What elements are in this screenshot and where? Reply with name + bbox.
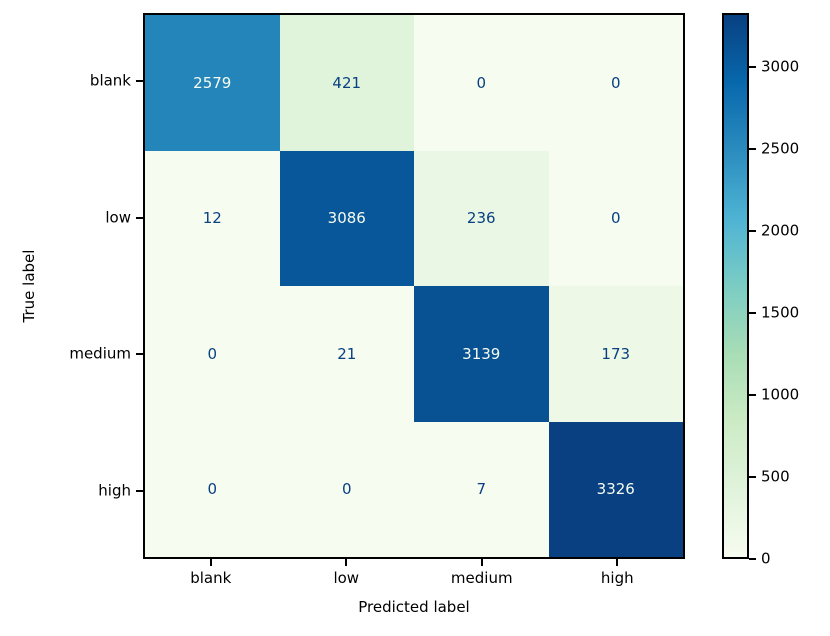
- heatmap-cell-blank-high: 0: [548, 15, 683, 151]
- heatmap-cell-high-low: 0: [279, 421, 414, 557]
- colorbar-tick-label-0: 0: [761, 549, 771, 568]
- colorbar-tick-label-3000: 3000: [761, 57, 800, 76]
- cell-value: 7: [476, 480, 487, 499]
- colorbar-tick-label-500: 500: [761, 467, 790, 486]
- colorbar-tick-label-2000: 2000: [761, 221, 800, 240]
- y-tick-label-blank: blank: [89, 71, 131, 90]
- colorbar-tick-mark: [749, 147, 756, 150]
- heatmap-grid: 2579 421 0 0 12 3086 236 0 0 21 3139 173 0 0 7 3326: [143, 13, 685, 559]
- colorbar-tick-mark: [749, 558, 756, 560]
- cell-value: 0: [207, 480, 218, 499]
- colorbar-tick-mark: [749, 311, 756, 314]
- colorbar-tick-mark: [749, 65, 756, 68]
- x-tick-label-blank: blank: [190, 569, 232, 587]
- heatmap-cell-low-blank: 12: [145, 150, 280, 286]
- x-tick-mark: [616, 559, 619, 566]
- cell-value: 2579: [193, 73, 232, 92]
- y-tick-label-low: low: [105, 208, 131, 227]
- cell-value: 3326: [596, 480, 635, 499]
- colorbar-tick-label-1500: 1500: [761, 303, 800, 322]
- cell-value: 0: [207, 344, 218, 363]
- cell-value: 21: [337, 344, 357, 363]
- colorbar-tick-label-2500: 2500: [761, 139, 800, 158]
- cell-value: 12: [202, 209, 222, 228]
- colorbar: [722, 13, 749, 559]
- colorbar-tick-mark: [749, 475, 756, 478]
- cell-value: 0: [341, 480, 352, 499]
- heatmap-cell-low-medium: 236: [414, 150, 549, 286]
- y-tick-mark: [136, 489, 143, 492]
- heatmap-cell-blank-low: 421: [279, 15, 414, 151]
- cell-value: 3086: [327, 209, 366, 228]
- x-tick-mark: [209, 559, 212, 566]
- colorbar-tick-mark: [749, 393, 756, 396]
- y-tick-mark: [136, 80, 143, 83]
- heatmap-cell-medium-high: 173: [548, 286, 683, 422]
- cell-value: 236: [466, 209, 496, 228]
- y-tick-mark: [136, 353, 143, 356]
- heatmap-cell-low-low: 3086: [279, 150, 414, 286]
- heatmap-cell-medium-blank: 0: [145, 286, 280, 422]
- heatmap-cell-high-medium: 7: [414, 421, 549, 557]
- heatmap-cell-medium-low: 21: [279, 286, 414, 422]
- y-tick-mark: [136, 216, 143, 219]
- colorbar-tick-mark: [749, 229, 756, 232]
- x-axis-label: Predicted label: [358, 598, 470, 616]
- x-tick-label-medium: medium: [450, 569, 513, 587]
- heatmap-cell-medium-medium: 3139: [414, 286, 549, 422]
- cell-value: 3139: [462, 344, 501, 363]
- cell-value: 421: [332, 73, 362, 92]
- heatmap-cell-blank-medium: 0: [414, 15, 549, 151]
- heatmap-cell-low-high: 0: [548, 150, 683, 286]
- heatmap-cell-high-blank: 0: [145, 421, 280, 557]
- heatmap-cell-high-high: 3326: [548, 421, 683, 557]
- y-axis-label: True label: [20, 249, 38, 323]
- cell-value: 0: [476, 73, 487, 92]
- y-tick-label-medium: medium: [69, 344, 131, 363]
- cell-value: 0: [610, 209, 621, 228]
- heatmap-cell-blank-blank: 2579: [145, 15, 280, 151]
- x-tick-label-high: high: [600, 569, 634, 587]
- y-tick-label-high: high: [98, 481, 131, 500]
- x-tick-mark: [345, 559, 348, 566]
- cell-value: 0: [610, 73, 621, 92]
- colorbar-tick-label-1000: 1000: [761, 385, 800, 404]
- cell-value: 173: [601, 344, 631, 363]
- x-tick-label-low: low: [333, 569, 360, 587]
- x-tick-mark: [480, 559, 483, 566]
